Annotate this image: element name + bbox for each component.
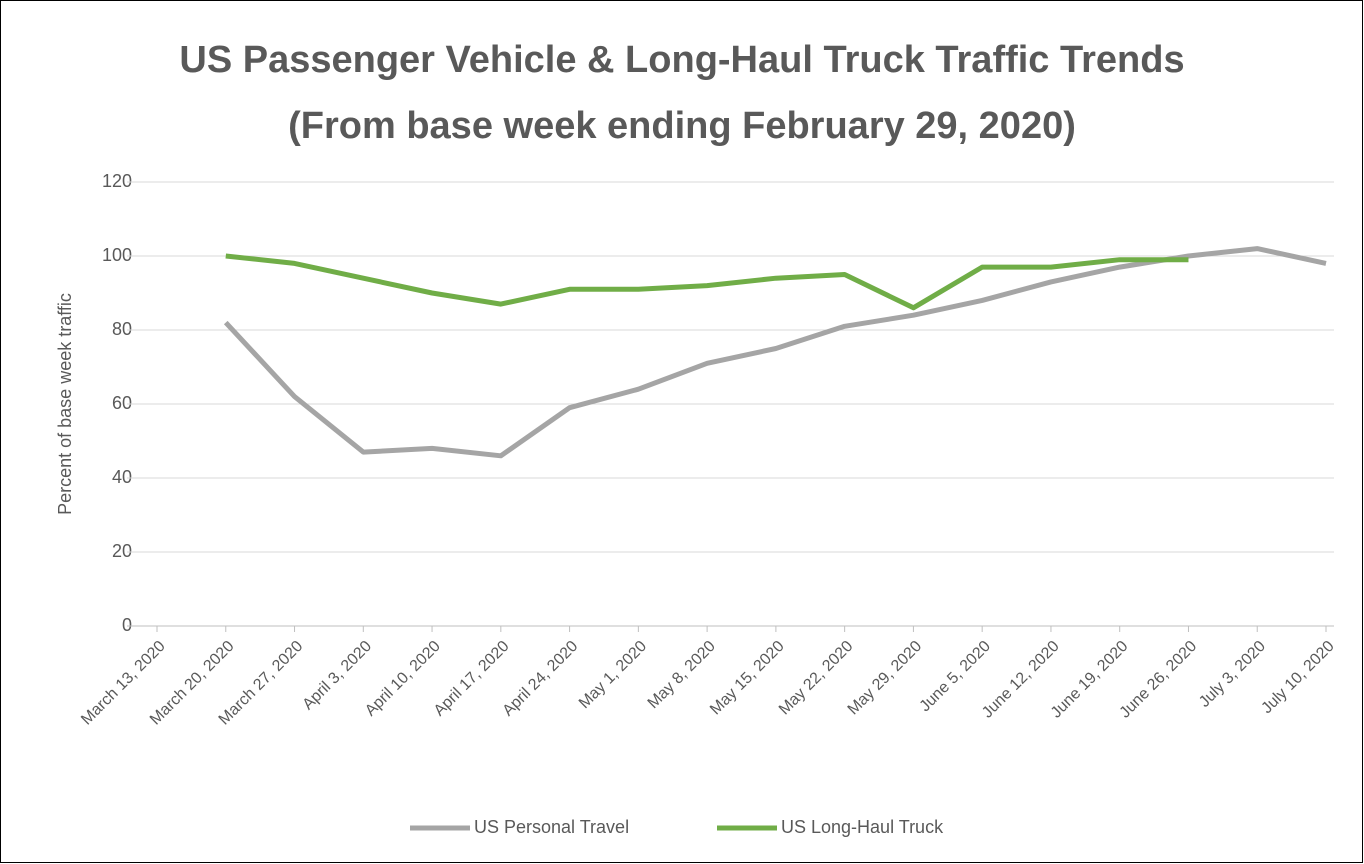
series-line (223, 246, 1327, 459)
legend-label: US Long-Haul Truck (781, 817, 944, 837)
y-tick-label: 80 (112, 319, 132, 339)
y-tick-label: 20 (112, 541, 132, 561)
y-tick-label: 0 (122, 615, 132, 635)
chart-title: US Passenger Vehicle & Long-Haul Truck T… (179, 39, 1184, 81)
y-axis-label: Percent of base week traffic (55, 293, 75, 515)
y-tick-label: 40 (112, 467, 132, 487)
series-line (225, 253, 1189, 311)
y-tick-label: 120 (102, 171, 132, 191)
legend-label: US Personal Travel (474, 817, 629, 837)
chart-subtitle: (From base week ending February 29, 2020… (288, 105, 1076, 147)
y-tick-label: 60 (112, 393, 132, 413)
y-tick-label: 100 (102, 245, 132, 265)
